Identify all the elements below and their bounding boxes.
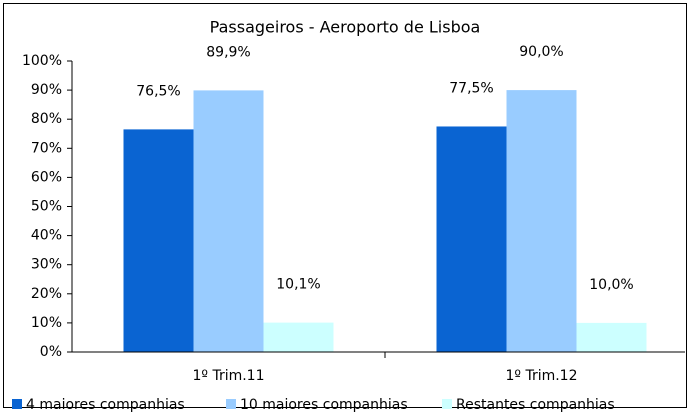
value-label: 90,0% <box>519 44 563 60</box>
legend-swatch <box>442 399 452 409</box>
y-tick-label: 80% <box>31 111 62 127</box>
y-tick-label: 90% <box>31 82 62 98</box>
y-tick-label: 50% <box>31 199 62 215</box>
legend-label: Restantes companhias <box>456 397 615 413</box>
value-label: 77,5% <box>449 80 493 96</box>
y-tick-label: 100% <box>22 53 62 69</box>
bar <box>506 90 577 352</box>
y-tick-label: 0% <box>40 344 62 360</box>
y-tick-label: 70% <box>31 140 62 156</box>
y-tick-label: 20% <box>31 286 62 302</box>
bar <box>193 90 264 353</box>
value-label: 76,5% <box>136 83 180 99</box>
y-tick-label: 40% <box>31 228 62 244</box>
legend-label: 4 maiores companhias <box>26 397 185 413</box>
x-tick-label: 1º Trim.12 <box>506 368 578 384</box>
bar <box>123 129 194 352</box>
bar <box>576 322 647 352</box>
value-label: 89,9% <box>206 44 250 60</box>
y-tick-label: 30% <box>31 257 62 273</box>
y-tick-label: 60% <box>31 169 62 185</box>
y-tick-label: 10% <box>31 315 62 331</box>
bar <box>263 322 334 352</box>
legend-label: 10 maiores companhias <box>240 397 408 413</box>
x-tick-label: 1º Trim.11 <box>193 368 265 384</box>
bar <box>436 126 507 352</box>
value-label: 10,0% <box>589 277 633 293</box>
legend-swatch <box>12 399 22 409</box>
value-label: 10,1% <box>276 277 320 293</box>
legend-swatch <box>226 399 236 409</box>
chart-title: Passageiros - Aeroporto de Lisboa <box>210 18 481 37</box>
